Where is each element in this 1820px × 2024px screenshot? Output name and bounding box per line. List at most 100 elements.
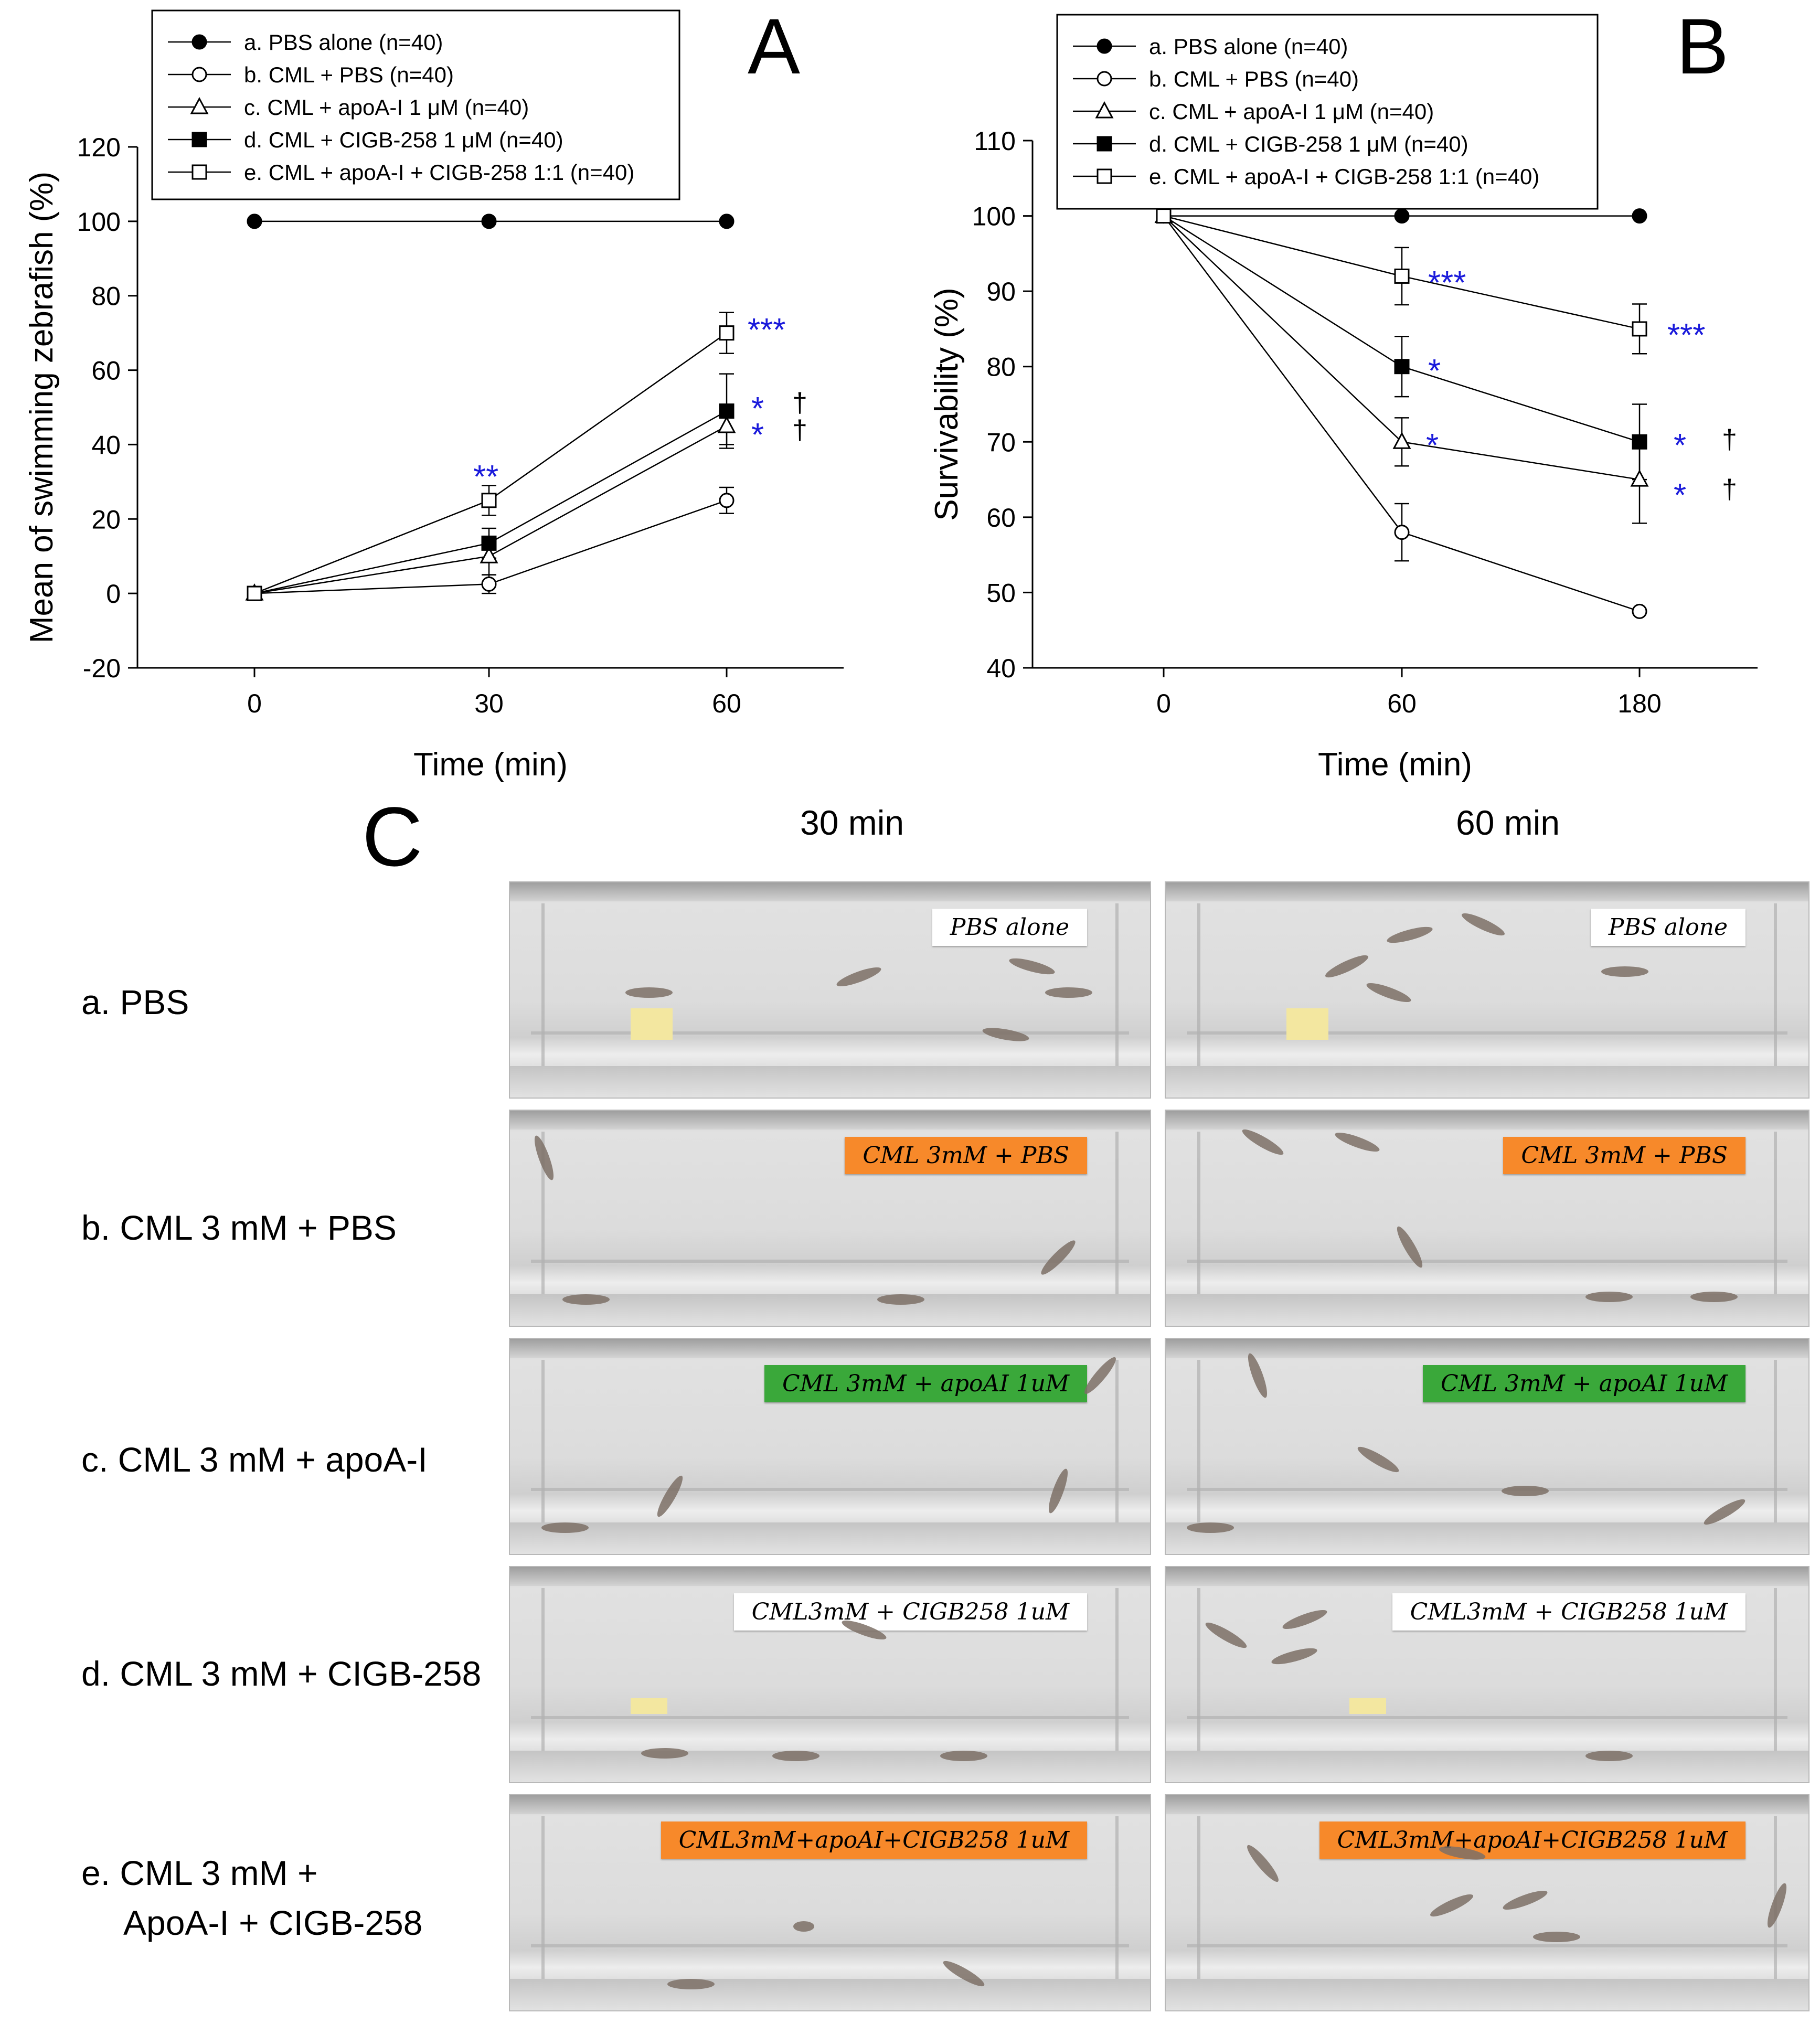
tape-label-d-60: CML3mM + CIGB258 1uM [1392,1593,1746,1631]
photo-d-30min: CML3mM + CIGB258 1uM [509,1566,1151,1783]
photo-e-60min: CML3mM+apoAI+CIGB258 1uM [1165,1794,1810,2011]
panel-c-letter: C [362,790,423,883]
panel-a-legend-entry: c. CML + apoA-I 1 μM (n=40) [244,95,529,120]
panel-a-x-axis-label: Time (min) [413,747,568,783]
panel-a-point-4-0 [247,585,262,601]
panel-b-y-tick-label: 90 [986,277,1016,306]
column-header-30min: 30 min [800,803,904,842]
panel-a-significance-star: * [751,417,764,453]
photo-b-60min: CML 3mM + PBS [1165,1110,1810,1327]
panel-a-y-tick-label: 100 [77,207,121,237]
panel-a-dagger: † [792,388,807,418]
panel-b-y-tick-label: 50 [986,578,1016,608]
photo-c-30min: CML 3mM + apoAI 1uM [509,1338,1151,1555]
panel-b-point-0-2 [1632,208,1647,224]
photo-a-30min: PBS alone [509,881,1151,1099]
panel-b-point-2-1 [1392,432,1411,449]
tape-label-c-60: CML 3mM + apoAI 1uM [1423,1365,1746,1402]
panel-a-dagger: † [792,415,807,445]
panel-b-point-3-2 [1632,434,1647,450]
panel-a-legend-marker [191,34,207,50]
panel-b-x-tick-label: 60 [1387,689,1417,718]
panel-b-legend-entry: d. CML + CIGB-258 1 μM (n=40) [1149,132,1468,156]
panel-b-dagger: † [1722,424,1737,455]
panel-b-y-axis-label: Survivability (%) [929,287,965,520]
panel-a-chart: A -20 0 20 40 60 80 100 120 0 30 60 Time (min) Mean o… [24,2,844,783]
panel-a-legend-marker [191,67,207,82]
panel-a-y-tick-label: 40 [91,430,121,460]
panel-a-letter: A [748,2,800,90]
panel-a-y-tick-label: 60 [91,356,121,386]
row-label-e-line2: ApoA-I + CIGB-258 [123,1903,423,1942]
photo-d-60min: CML3mM + CIGB258 1uM [1165,1566,1810,1783]
tape-label-c-30: CML 3mM + apoAI 1uM [764,1365,1087,1402]
panel-a-point-4-1 [481,493,497,508]
panel-a-point-3-2 [719,403,735,419]
panel-a-point-2-1 [480,546,498,563]
panel-b-x-axis-label: Time (min) [1318,747,1472,783]
panel-b-point-2-2 [1630,469,1649,487]
panel-b-chart: B 40 50 60 70 80 90 100 110 0 60 180 Time (min) Survi… [929,2,1758,783]
panel-b-point-3-1 [1394,359,1410,375]
panel-a-point-2-2 [717,416,736,433]
panel-b-legend-marker [1097,136,1112,152]
tape-label-a-60: PBS alone [1590,909,1746,946]
panel-b-point-4-2 [1632,321,1647,337]
panel-b-significance-star: *** [1667,317,1705,354]
panel-b-legend-entry: b. CML + PBS (n=40) [1149,67,1359,91]
panel-a-legend [151,9,680,200]
panel-b-y-tick-label: 60 [986,503,1016,532]
panel-a-point-4-2 [719,325,735,341]
panel-b-legend-entry: a. PBS alone (n=40) [1149,34,1348,59]
panel-a-point-1-1 [481,576,497,592]
panel-b-y-tick-label: 70 [986,428,1016,457]
panel-b-legend [1056,14,1599,210]
panel-a-legend-entry: e. CML + apoA-I + CIGB-258 1:1 (n=40) [244,160,634,185]
panel-b-legend-marker [1097,168,1112,184]
photo-c-60min: CML 3mM + apoAI 1uM [1165,1338,1810,1555]
panel-a-y-tick-label: 80 [91,282,121,311]
panel-b-y-tick-label: 100 [972,202,1016,231]
panel-b-legend-entry: e. CML + apoA-I + CIGB-258 1:1 (n=40) [1149,164,1539,189]
panel-a-x-tick-label: 30 [474,689,504,718]
panel-a-significance-star: * [751,391,764,427]
panel-b-y-tick-label: 80 [986,353,1016,382]
panel-a-point-0-1 [481,214,497,229]
tape-label-a-30: PBS alone [932,909,1087,946]
panel-a-legend-marker [191,132,207,147]
panel-b-point-1-2 [1632,603,1647,619]
panel-a-x-tick-label: 0 [247,689,262,718]
panel-b-significance-star: * [1674,477,1686,514]
row-label-c: c. CML 3 mM + apoA-I [81,1440,428,1479]
panel-a-point-0-0 [247,214,262,229]
panel-a-x-tick-label: 60 [712,689,741,718]
panel-b-significance-star: * [1674,428,1686,464]
row-label-d: d. CML 3 mM + CIGB-258 [81,1654,482,1693]
panel-a-legend-marker [191,164,207,180]
panel-b-y-tick-label: 40 [986,654,1016,683]
panel-b-point-4-0 [1156,208,1172,224]
panel-a-y-tick-label: 0 [106,579,121,609]
row-label-a: a. PBS [81,983,189,1021]
tape-label-e-60: CML3mM+apoAI+CIGB258 1uM [1319,1821,1746,1859]
panel-b-point-1-1 [1394,525,1410,540]
panel-b-significance-star: *** [1428,265,1466,301]
panel-b-legend-marker [1097,38,1112,54]
panel-a-legend-entry: a. PBS alone (n=40) [244,30,443,55]
panel-a-point-3-1 [481,535,497,551]
panel-a-legend-entry: d. CML + CIGB-258 1 μM (n=40) [244,127,563,152]
panel-a-y-tick-label: 20 [91,505,121,534]
panel-b-x-tick-label: 180 [1617,689,1661,718]
panel-b-legend-entry: c. CML + apoA-I 1 μM (n=40) [1149,99,1434,124]
tape-label-b-30: CML 3mM + PBS [845,1137,1087,1174]
panel-b-significance-star: * [1426,428,1439,464]
panel-a-y-tick-label: 120 [77,133,121,162]
figure: A -20 0 20 40 60 80 100 120 0 30 60 Time (min) Mean o… [24,2,1758,783]
panel-a-y-tick-label: -20 [83,654,121,683]
panel-b-point-0-1 [1394,208,1410,224]
panel-a-point-1-2 [719,493,735,508]
panel-b-significance-star: * [1428,353,1441,389]
panel-b-x-tick-label: 0 [1156,689,1171,718]
panel-a-y-axis-label: Mean of swimming zebrafish (%) [24,172,60,643]
panel-b-dagger: † [1722,474,1737,505]
